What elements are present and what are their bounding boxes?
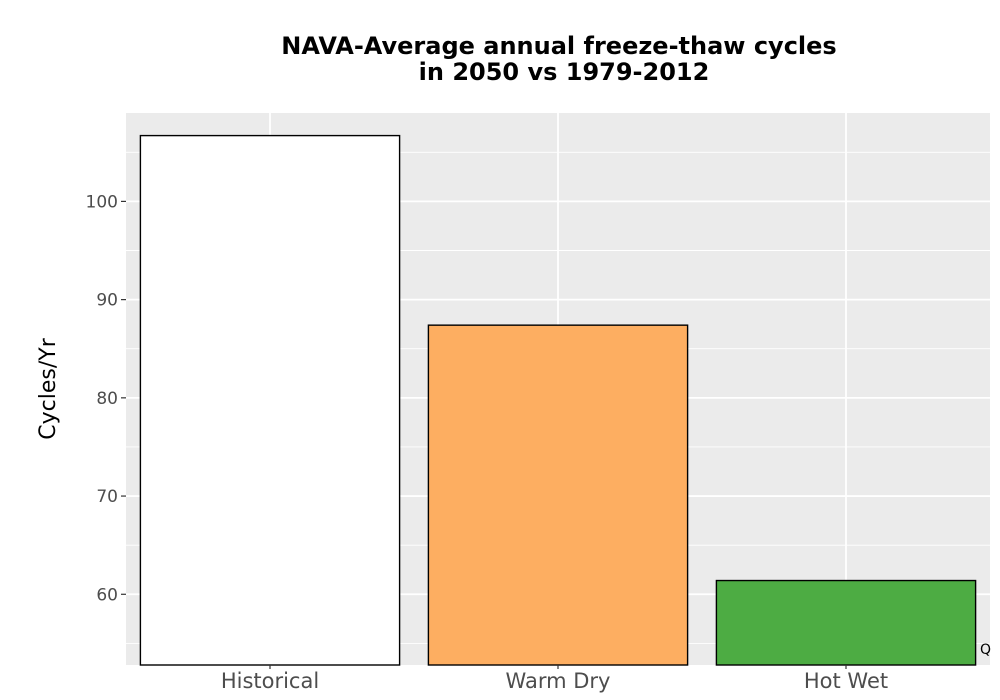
- bar-hot-wet: [715, 579, 977, 666]
- y-tick-label-2: 80: [96, 389, 118, 409]
- x-axis-ticks: Historical Warm Dry Hot Wet: [221, 665, 888, 693]
- y-axis-title: Cycles/Yr: [36, 337, 61, 439]
- bar-warm-dry: [427, 324, 689, 666]
- y-tick-label-3: 90: [96, 291, 118, 311]
- corner-glyph: Q: [980, 642, 991, 658]
- bars: [139, 134, 977, 666]
- y-tick-label-4: 100: [86, 192, 118, 212]
- chart-title-line-1: NAVA-Average annual freeze-thaw cycles: [281, 32, 836, 60]
- y-tick-label-1: 70: [96, 487, 118, 507]
- bar-historical: [139, 134, 401, 666]
- y-axis-ticks: 60 70 80 90 100: [86, 192, 126, 605]
- y-tick-label-0: 60: [96, 585, 118, 605]
- chart-title-line-2: in 2050 vs 1979-2012: [419, 58, 710, 86]
- x-tick-label-1: Warm Dry: [506, 669, 611, 693]
- x-tick-label-2: Hot Wet: [804, 669, 888, 693]
- x-tick-label-0: Historical: [221, 669, 319, 693]
